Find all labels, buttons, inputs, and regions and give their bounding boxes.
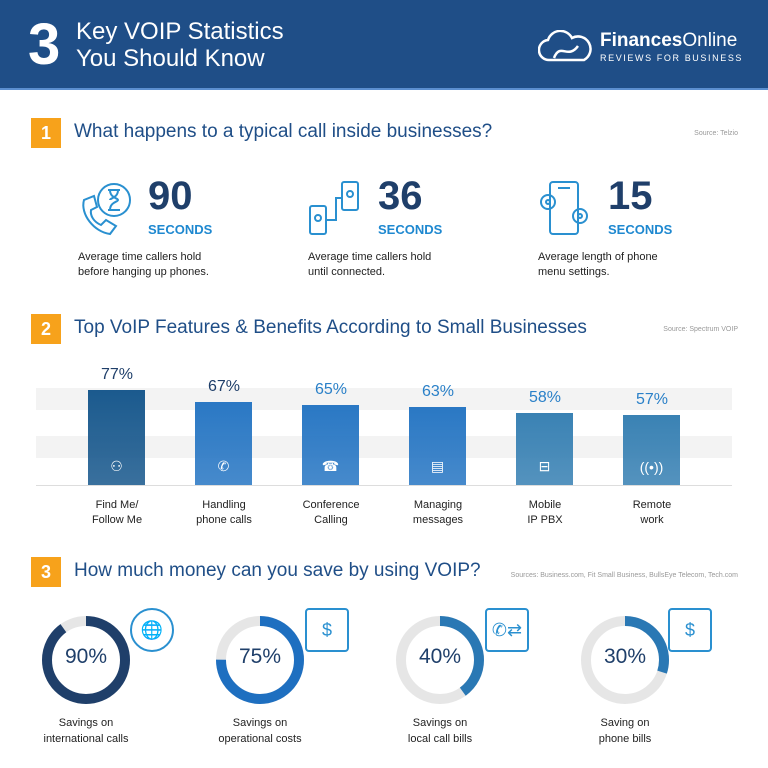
- bar: ⚇: [88, 389, 145, 485]
- router-icon: ⊟: [538, 457, 551, 474]
- stat-unit: SECONDS: [378, 222, 443, 237]
- donut-label: Savings on local call bills: [407, 717, 473, 745]
- stat-description: Average length of phone menu settings.: [538, 251, 658, 278]
- donut-value: 40%: [418, 645, 462, 668]
- donut-chart: 30%: [580, 615, 670, 705]
- globe-icon: 🌐: [130, 608, 174, 652]
- bar-value-label: 77%: [100, 365, 134, 383]
- phone-settings-icon: [540, 181, 588, 235]
- stat-card: 36 SECONDS Average time callers hold unti…: [306, 170, 506, 290]
- chat-icon: ▤: [430, 457, 445, 474]
- bar-value-label: 65%: [314, 380, 348, 398]
- section-2-number: 2: [31, 314, 61, 344]
- title-line-1: Key VOIP Statistics: [76, 18, 284, 45]
- brand-name: FinancesOnline: [600, 30, 738, 51]
- section-3-number: 3: [31, 557, 61, 587]
- title-line-2: You Should Know: [76, 45, 265, 72]
- donut-value: 75%: [238, 645, 282, 668]
- people-network-icon: ⚇: [110, 457, 123, 474]
- stat-card: 15 SECONDS Average length of phone menu s…: [536, 170, 736, 290]
- stat-value: 36: [378, 174, 423, 218]
- donut-arc: [216, 616, 304, 704]
- bar: ☎: [302, 404, 359, 485]
- phone-arrows-icon: ✆⇄: [485, 608, 529, 652]
- bar-category-label: Remote work: [632, 499, 672, 526]
- donut-label: Savings on international calls: [43, 717, 129, 745]
- stat-card: 90 SECONDS Average time callers hold befo…: [76, 170, 276, 290]
- section-1-source: Source: Telzio: [694, 130, 738, 137]
- bar: ⊟: [516, 413, 573, 485]
- stat-description: Average time callers hold before hanging …: [78, 251, 209, 278]
- stat-description: Average time callers hold until connected…: [308, 251, 432, 278]
- donut-chart: 40%: [395, 615, 485, 705]
- bar-value-label: 57%: [635, 390, 669, 408]
- section-1-number: 1: [31, 118, 61, 148]
- bar: ▤: [409, 407, 466, 485]
- donut-arc: [396, 616, 484, 704]
- bar-category-label: Find Me/Follow Me: [91, 499, 143, 526]
- phone-ringing-icon: ✆: [217, 457, 230, 474]
- bar-value-label: 63%: [421, 383, 455, 401]
- antenna-icon: ((•)): [639, 458, 664, 475]
- donut-arc: [581, 616, 669, 704]
- bar-value-label: 58%: [528, 389, 562, 407]
- stat-unit: SECONDS: [608, 222, 673, 237]
- brand-tagline: REVIEWS FOR BUSINESS: [600, 53, 744, 63]
- section-3-title: How much money can you save by using VOI…: [74, 560, 481, 581]
- donut-chart: 90%: [41, 615, 131, 705]
- bar-category-label: Conference Calling: [302, 499, 360, 526]
- donut-value: 30%: [603, 645, 647, 668]
- section-3-source: Sources: Business.com, Fit Small Busines…: [510, 572, 738, 579]
- header-number: 3: [28, 12, 61, 77]
- section-1-title: What happens to a typical call inside bu…: [74, 121, 493, 142]
- section-2-title: Top VoIP Features & Benefits According t…: [74, 317, 587, 338]
- bar: ((•)): [623, 414, 680, 485]
- bar-category-label: Mobile IP PBX: [527, 499, 563, 526]
- donut-label: Savings on operational costs: [218, 717, 302, 745]
- x-axis-line: [36, 485, 732, 486]
- stat-value: 90: [148, 174, 193, 218]
- section-2-source: Source: Spectrum VOIP: [663, 326, 738, 333]
- stat-unit: SECONDS: [148, 222, 213, 237]
- bar: ✆: [195, 402, 252, 485]
- phone-hourglass-icon: [82, 183, 131, 236]
- bar-category-label: Managing messages: [412, 499, 464, 526]
- donut-label: Saving on phone bills: [598, 717, 652, 745]
- donut-value: 90%: [64, 645, 108, 668]
- donut-chart: 75%: [215, 615, 305, 705]
- page-title: Key VOIP Statistics You Should Know: [76, 18, 284, 72]
- donut-arc: [42, 616, 130, 704]
- bill-icon: $: [668, 608, 712, 652]
- bar-category-label: Handling phone calls: [196, 499, 252, 526]
- bar-value-label: 67%: [207, 378, 241, 396]
- stat-value: 15: [608, 174, 653, 218]
- cloud-logo-icon: [538, 30, 592, 62]
- conference-icon: ☎: [321, 457, 340, 474]
- phones-connected-icon: [309, 181, 359, 235]
- header: 3 Key VOIP Statistics You Should Know Fin…: [0, 0, 768, 90]
- money-calculator-icon: $: [305, 608, 349, 652]
